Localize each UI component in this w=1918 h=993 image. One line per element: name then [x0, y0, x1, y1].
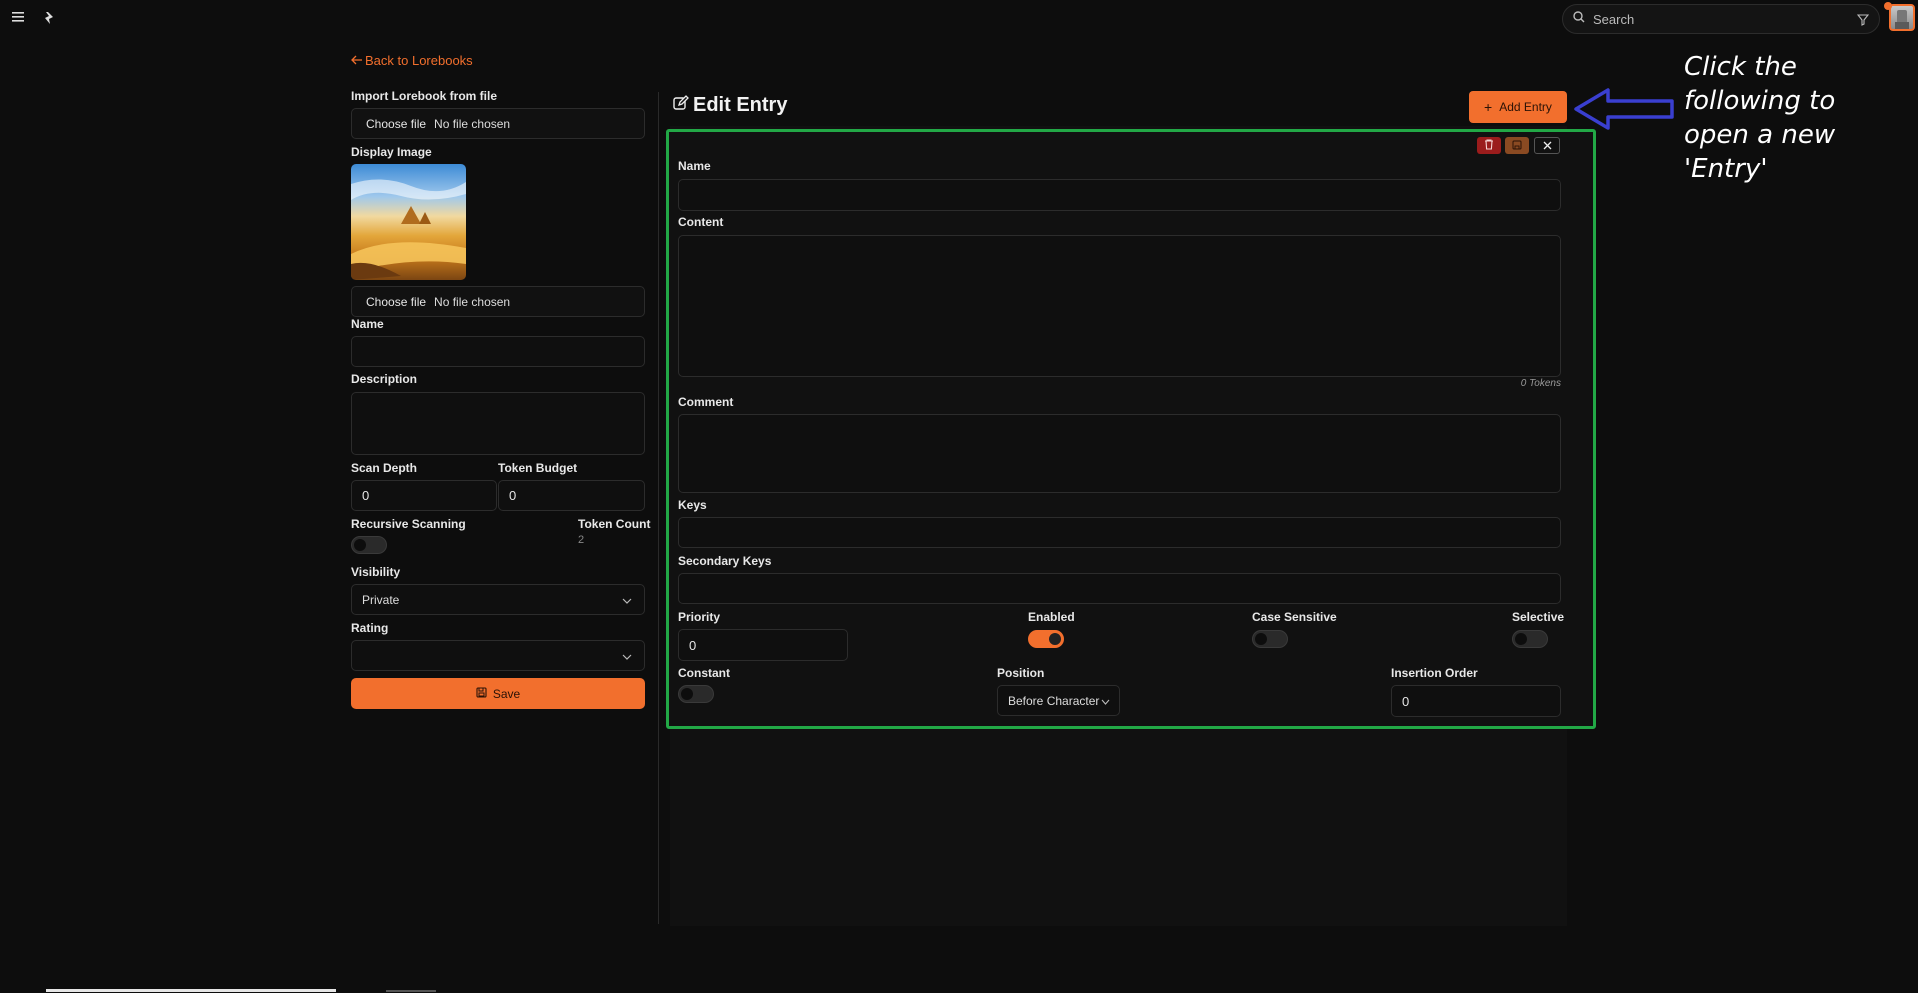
token-budget-label: Token Budget	[498, 461, 578, 475]
scroll-indicator	[386, 990, 436, 992]
token-count-label: Token Count	[578, 517, 651, 531]
delete-entry-button[interactable]	[1477, 137, 1501, 154]
save-label: Save	[492, 686, 521, 701]
priority-label: Priority	[678, 610, 721, 624]
selective-toggle[interactable]	[1512, 630, 1548, 648]
filter-icon[interactable]	[1856, 13, 1870, 31]
constant-label: Constant	[678, 666, 730, 680]
close-entry-button[interactable]	[1534, 137, 1560, 154]
import-label: Import Lorebook from file	[351, 89, 498, 103]
image-file-input[interactable]: Choose file No file chosen	[351, 286, 645, 317]
enabled-label: Enabled	[1028, 610, 1075, 624]
import-file-input[interactable]: Choose file No file chosen	[351, 108, 645, 139]
search-icon	[1573, 10, 1585, 28]
display-image	[351, 164, 466, 280]
save-icon	[476, 686, 487, 701]
recursive-scanning-toggle[interactable]	[351, 536, 387, 554]
display-image-label: Display Image	[351, 145, 432, 159]
menu-icon[interactable]	[12, 10, 26, 22]
no-file-text: No file chosen	[434, 116, 511, 131]
rating-select[interactable]	[351, 640, 645, 671]
lorebook-name-label: Name	[351, 317, 384, 331]
annotation-line-3: open a new	[1684, 120, 1836, 150]
horizontal-scrollbar[interactable]	[46, 989, 336, 992]
avatar[interactable]	[1889, 4, 1915, 31]
chevron-down-icon	[1101, 694, 1110, 708]
token-counter: 0 Tokens	[1520, 378, 1561, 389]
notification-dot	[1884, 2, 1892, 10]
keys-label: Keys	[678, 498, 707, 512]
visibility-value: Private	[362, 592, 400, 607]
choose-image-button[interactable]: Choose file	[366, 294, 427, 309]
close-icon	[1543, 137, 1552, 155]
entry-name-input[interactable]	[678, 179, 1561, 211]
secondary-keys-label: Secondary Keys	[678, 554, 772, 568]
save-button[interactable]: Save	[351, 678, 645, 709]
recursive-scanning-label: Recursive Scanning	[351, 517, 466, 531]
selective-label: Selective	[1512, 610, 1565, 624]
plus-icon: +	[1484, 99, 1493, 115]
annotation-arrow-icon	[1574, 87, 1674, 131]
comment-textarea[interactable]	[678, 414, 1561, 493]
scan-depth-label: Scan Depth	[351, 461, 418, 475]
description-textarea[interactable]	[351, 392, 645, 455]
position-select[interactable]: Before Character	[997, 685, 1120, 716]
edit-icon	[673, 94, 689, 117]
annotation-line-4: 'Entry'	[1684, 154, 1768, 184]
secondary-keys-input[interactable]	[678, 573, 1561, 604]
choose-file-button[interactable]: Choose file	[366, 116, 427, 131]
token-count-value: 2	[578, 534, 585, 546]
chevron-down-icon	[622, 649, 632, 663]
rating-label: Rating	[351, 621, 389, 635]
back-link-label: Back to Lorebooks	[365, 53, 473, 68]
insertion-order-input[interactable]: 0	[1391, 685, 1561, 717]
constant-toggle[interactable]	[678, 685, 714, 703]
chevron-down-icon	[622, 593, 632, 607]
add-entry-button[interactable]: + Add Entry	[1469, 91, 1567, 123]
case-sensitive-label: Case Sensitive	[1252, 610, 1337, 624]
position-value: Before Character	[1008, 693, 1100, 708]
editor-title-text: Edit Entry	[693, 94, 788, 116]
scan-depth-input[interactable]: 0	[351, 480, 497, 511]
search-input[interactable]: Search	[1562, 4, 1880, 34]
trash-icon	[1484, 137, 1494, 155]
content-textarea[interactable]	[678, 235, 1561, 377]
token-budget-input[interactable]: 0	[498, 480, 645, 511]
entry-name-label: Name	[678, 159, 711, 173]
insertion-order-label: Insertion Order	[1391, 666, 1478, 680]
no-image-text: No file chosen	[434, 294, 511, 309]
search-placeholder: Search	[1593, 11, 1635, 27]
editor-title: Edit Entry	[673, 94, 787, 117]
annotation-line-2: following to	[1684, 86, 1836, 116]
visibility-label: Visibility	[351, 565, 401, 579]
case-sensitive-toggle[interactable]	[1252, 630, 1288, 648]
content-label: Content	[678, 215, 724, 229]
comment-label: Comment	[678, 395, 734, 409]
position-label: Position	[997, 666, 1045, 680]
visibility-select[interactable]: Private	[351, 584, 645, 615]
lorebook-name-input[interactable]	[351, 336, 645, 367]
priority-input[interactable]: 0	[678, 629, 848, 661]
panel-divider	[658, 92, 659, 924]
save-icon	[1512, 137, 1522, 155]
add-entry-label: Add Entry	[1499, 100, 1552, 114]
arrow-left-icon	[351, 53, 363, 68]
description-label: Description	[351, 372, 418, 386]
app-logo-icon[interactable]	[43, 11, 55, 25]
enabled-toggle[interactable]	[1028, 630, 1064, 648]
save-entry-button[interactable]	[1505, 137, 1529, 154]
annotation-line-1: Click the	[1684, 52, 1797, 82]
back-to-lorebooks-link[interactable]: Back to Lorebooks	[351, 53, 473, 68]
annotation-text: Click the following to open a new 'Entry…	[1684, 50, 1835, 186]
keys-input[interactable]	[678, 517, 1561, 548]
